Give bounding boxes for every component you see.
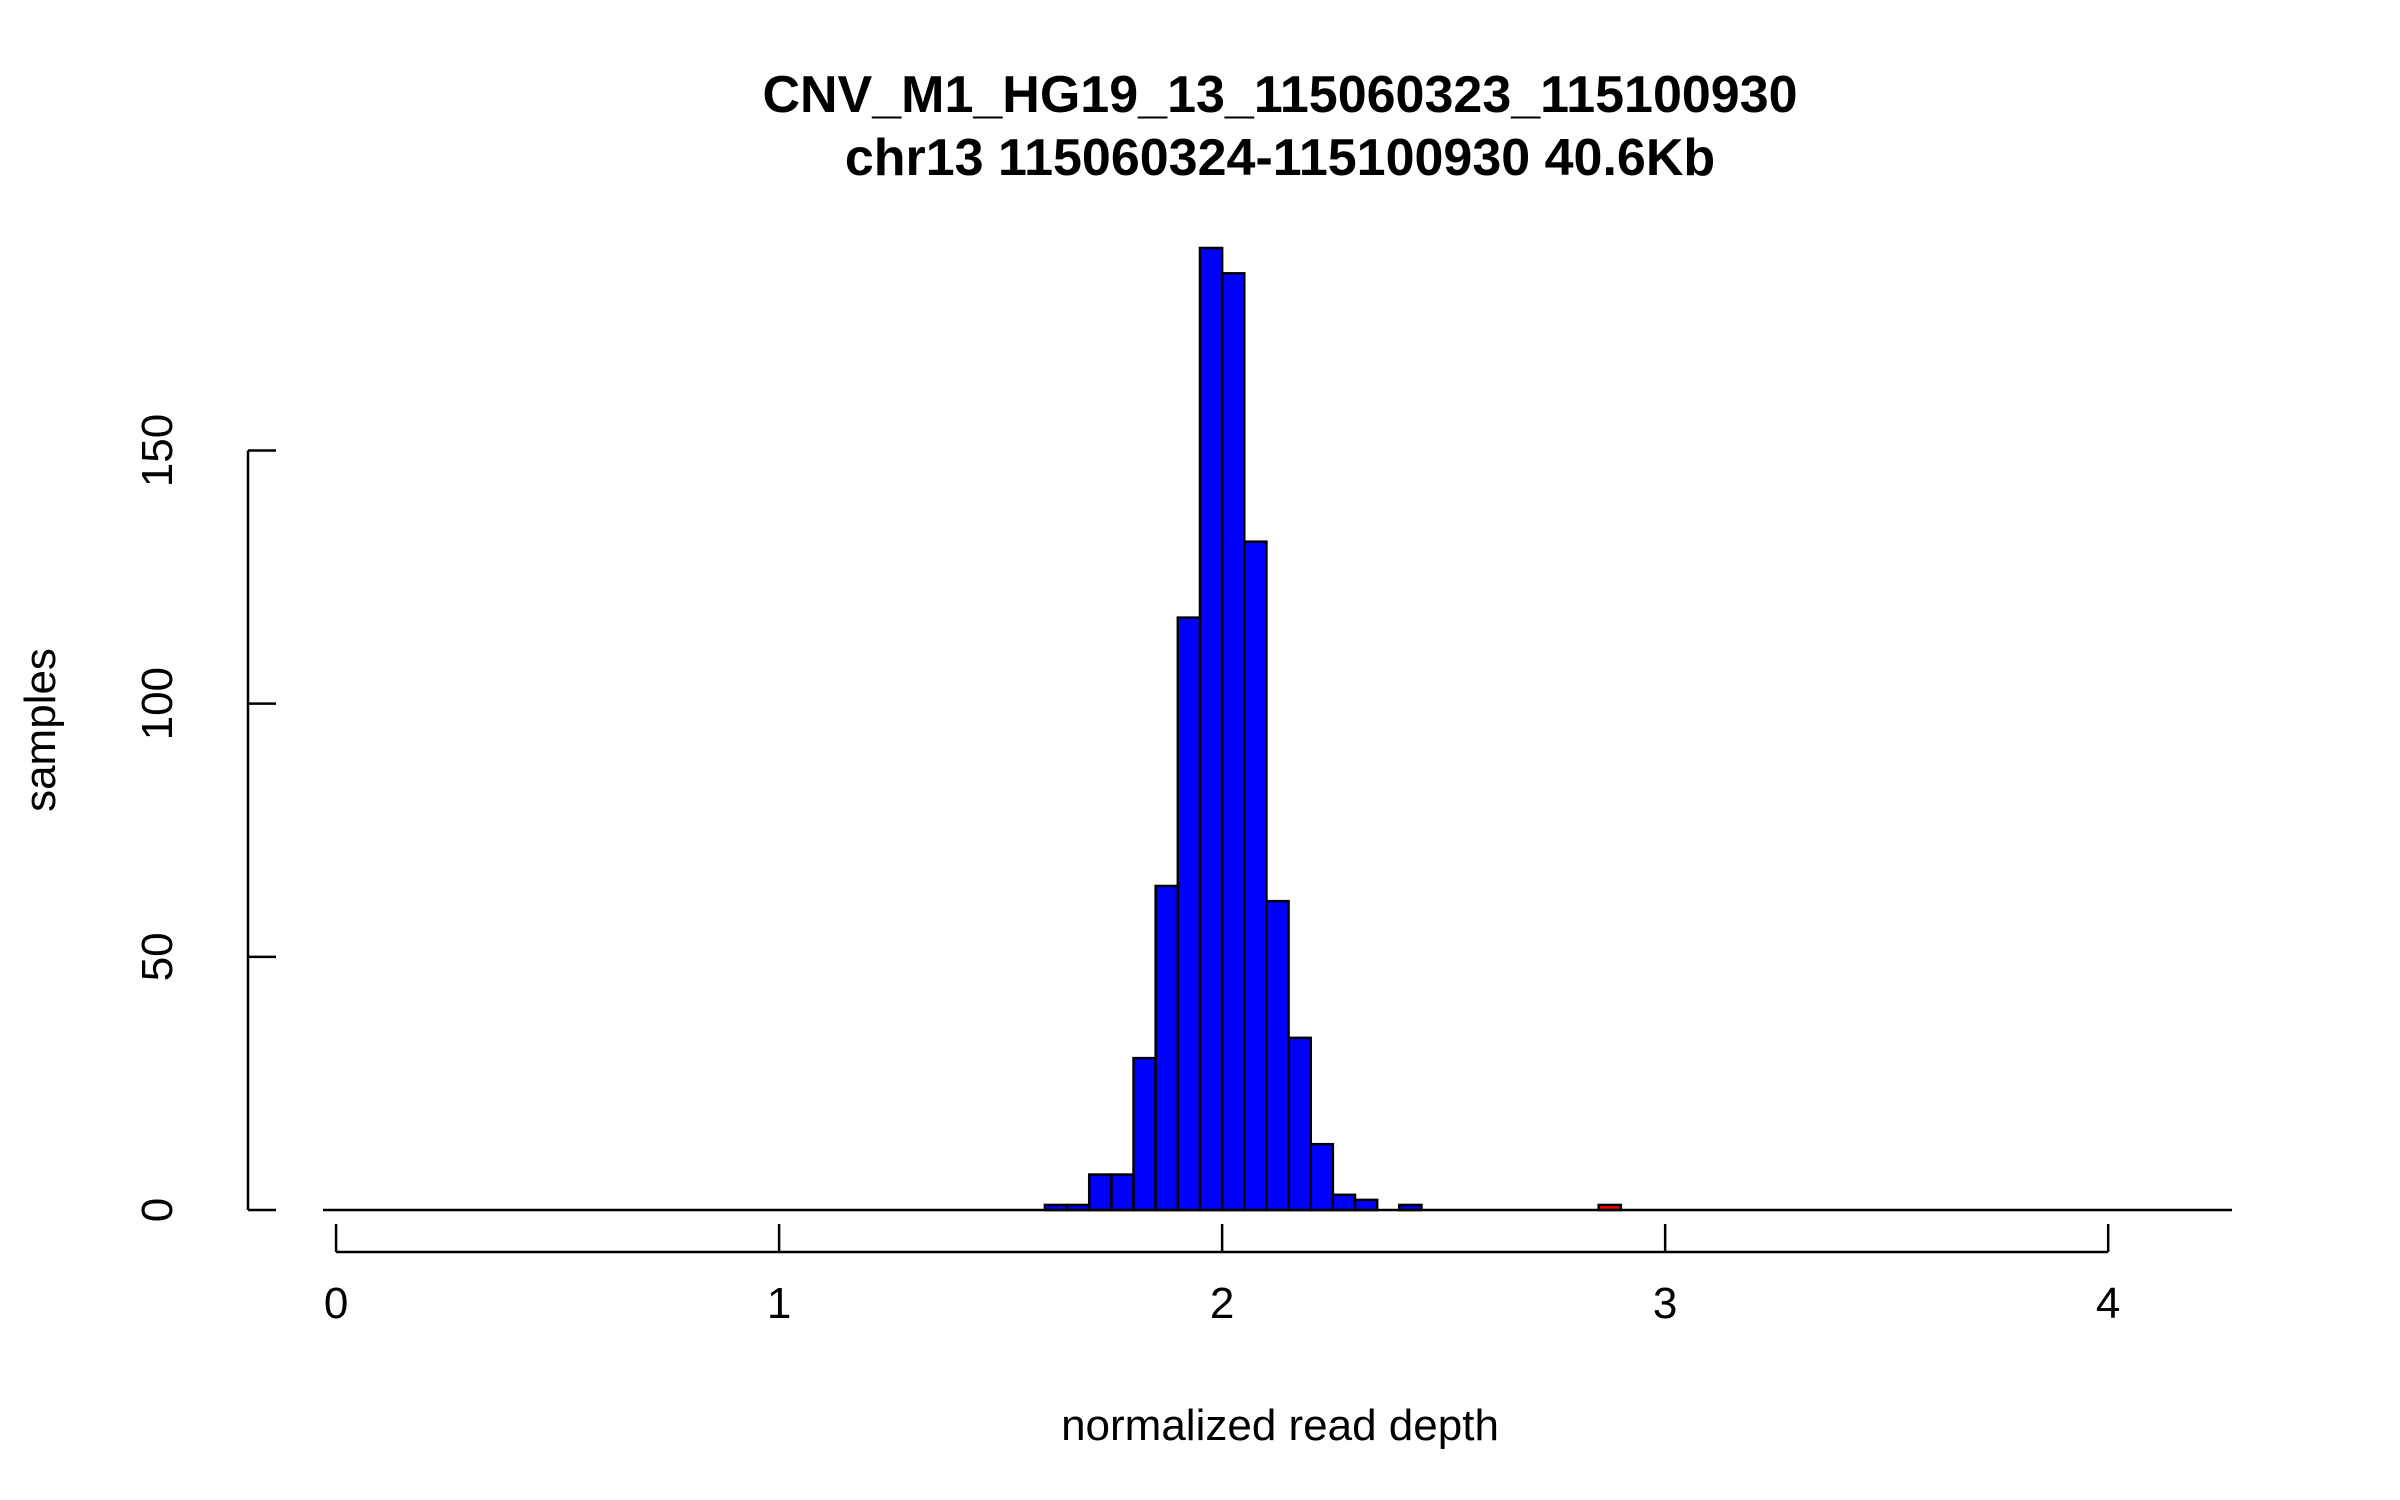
histogram-bars [1043, 246, 1623, 1212]
histogram-bar [1110, 1173, 1135, 1212]
y-tick-label: 150 [133, 414, 182, 487]
x-tick-label: 4 [2096, 1279, 2120, 1328]
y-tick-label: 0 [133, 1198, 182, 1222]
histogram-bar [1087, 1173, 1113, 1212]
x-tick-label: 2 [1210, 1279, 1234, 1328]
histogram-bar [1176, 616, 1202, 1212]
histogram-bar [1309, 1142, 1335, 1212]
histogram-bar [1132, 1056, 1157, 1212]
x-tick-label: 3 [1653, 1279, 1677, 1328]
y-tick-label: 50 [133, 932, 182, 981]
y-tick-label: 100 [133, 667, 182, 740]
y-axis-label: samples [16, 648, 65, 812]
x-tick-label: 1 [767, 1279, 791, 1328]
x-axis-label: normalized read depth [1061, 1401, 1499, 1450]
x-axis: 0 1 2 3 4 [324, 1224, 2120, 1328]
histogram-bar [1353, 1198, 1379, 1212]
histogram-bar [1220, 272, 1246, 1212]
x-tick-label: 0 [324, 1279, 348, 1328]
histogram-bar [1154, 884, 1180, 1212]
histogram-bar [1331, 1193, 1357, 1212]
histogram-bar [1287, 1036, 1312, 1212]
histogram-bar [1198, 246, 1224, 1212]
histogram-bar [1265, 899, 1290, 1212]
y-axis: 0 50 100 150 [133, 414, 276, 1222]
histogram-bar [1243, 540, 1268, 1212]
chart-title: CNV_M1_HG19_13_115060323_115100930 [762, 66, 1797, 124]
chart-subtitle: chr13 115060324-115100930 40.6Kb [845, 129, 1715, 187]
